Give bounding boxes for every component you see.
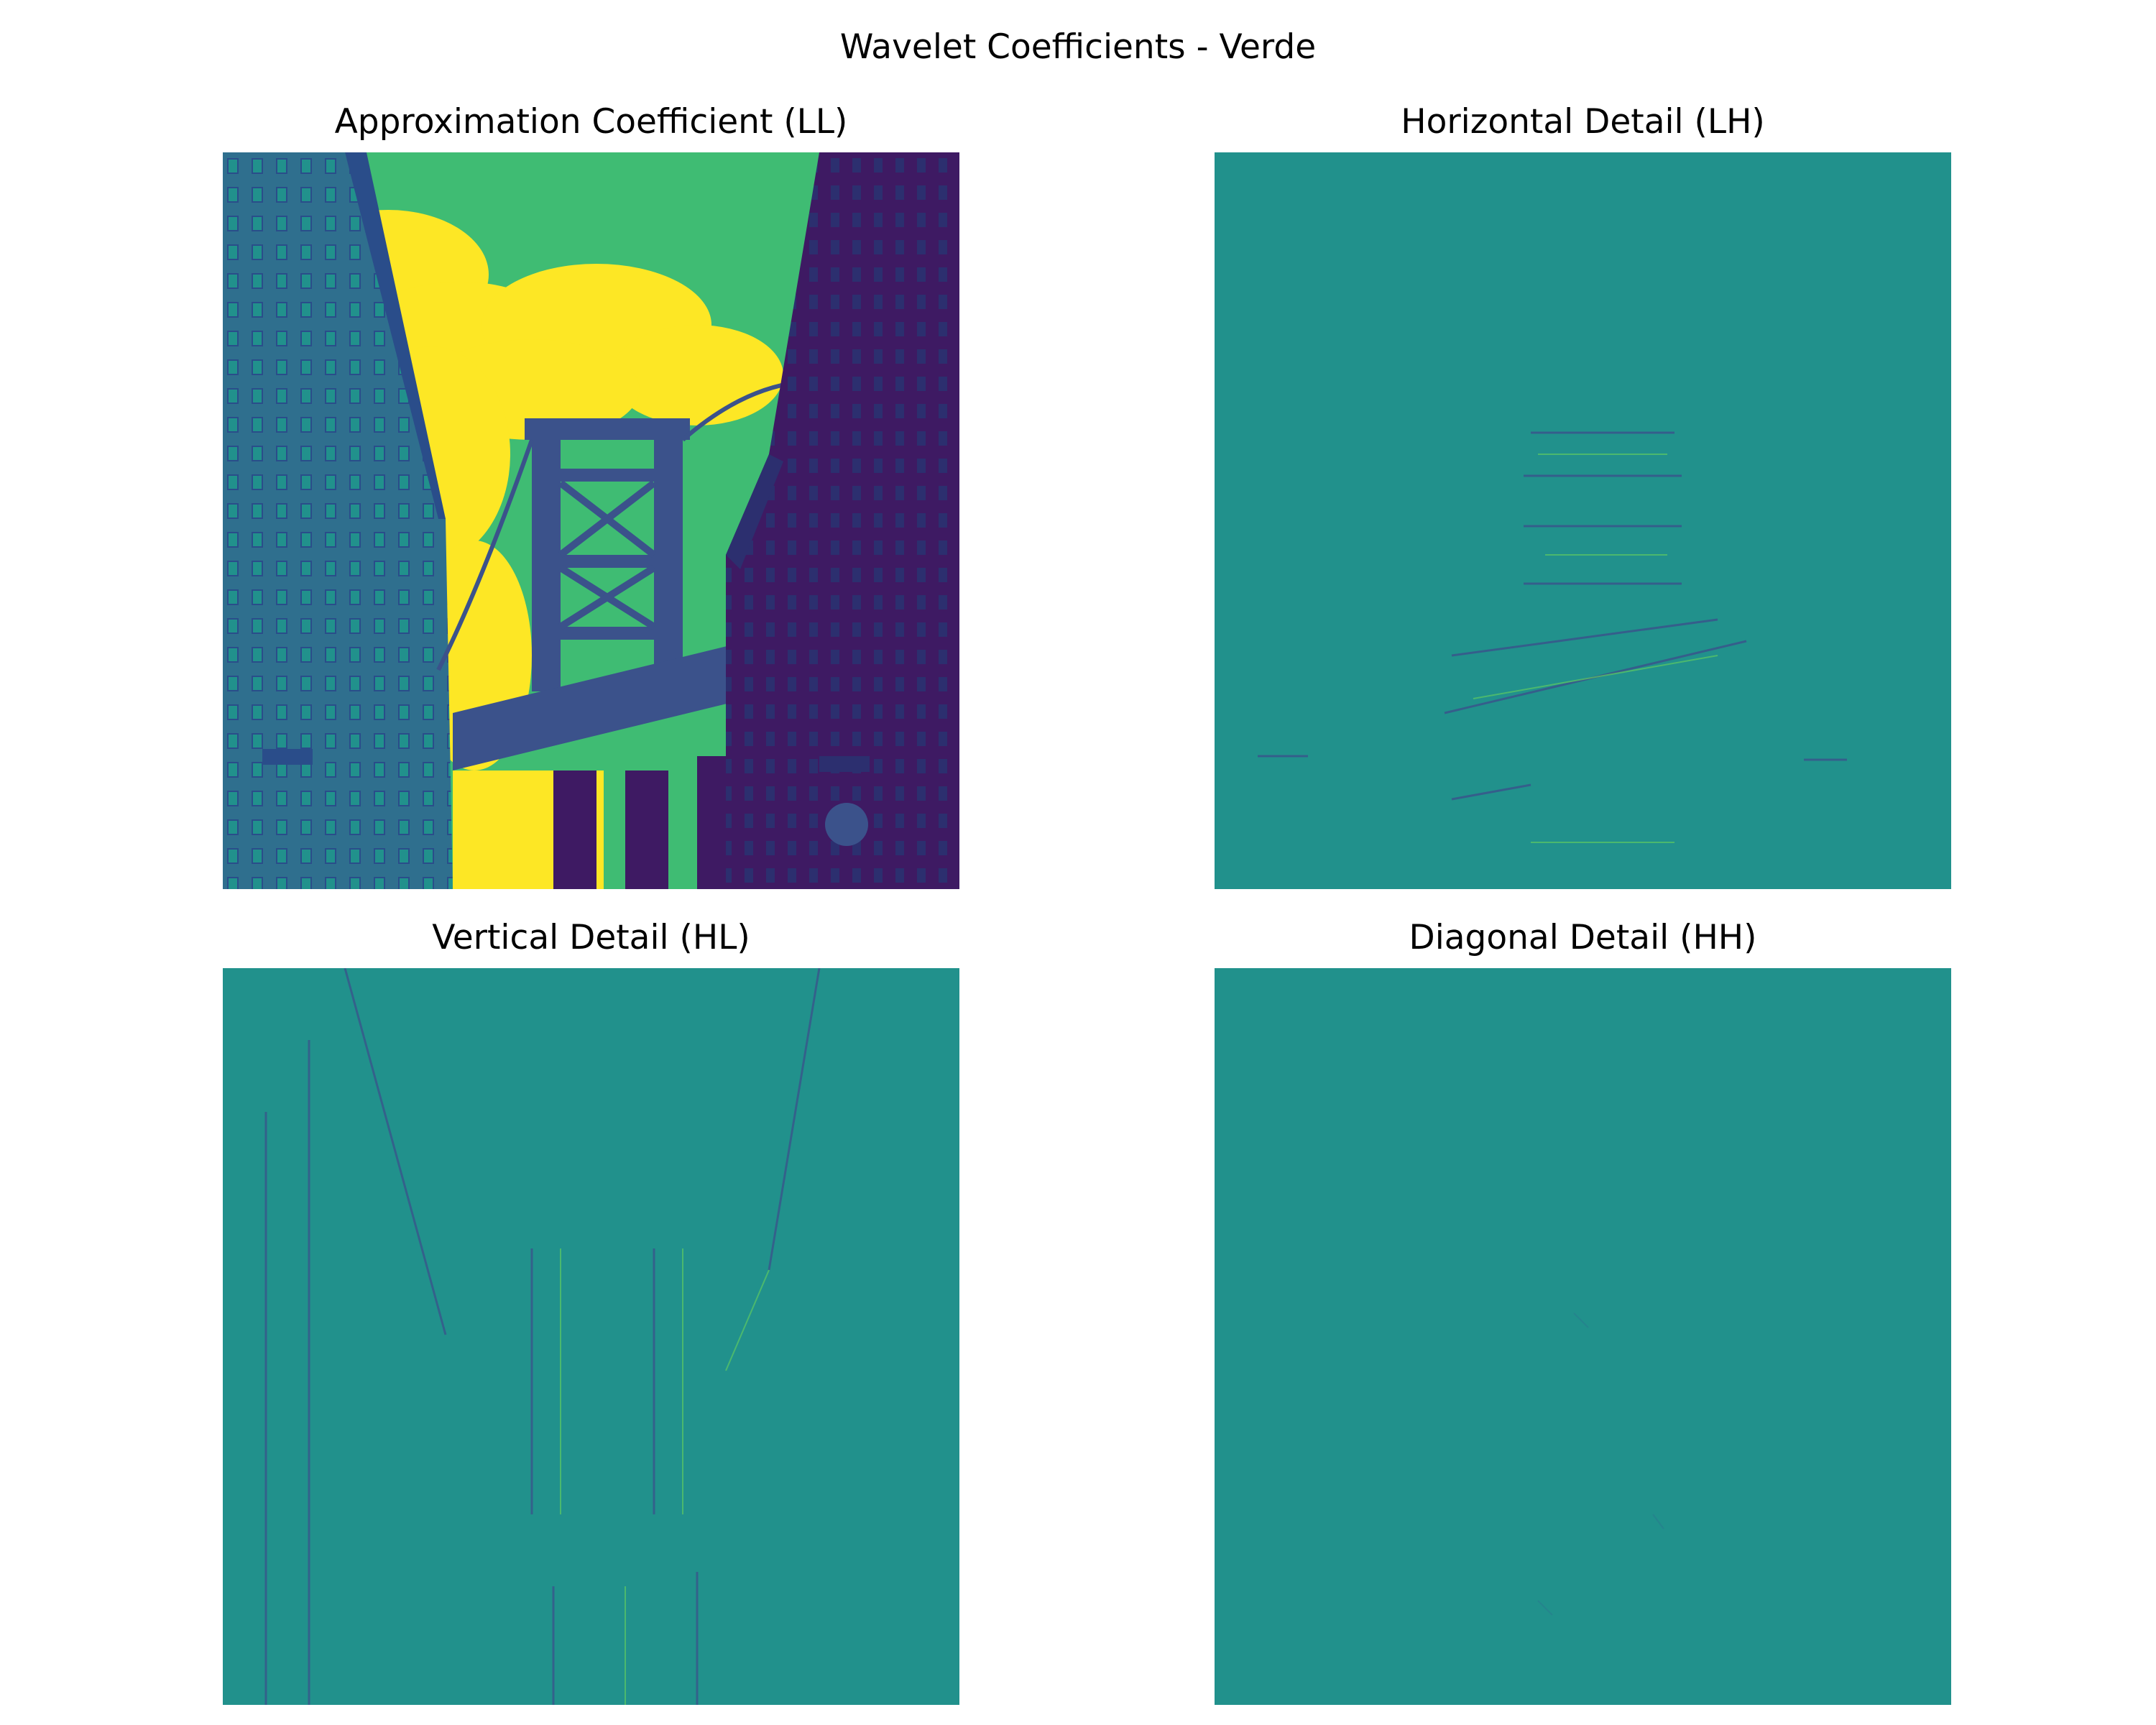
diagonal-detail-image	[1215, 968, 1951, 1705]
panel-title-ll: Approximation Coefficient (LL)	[334, 102, 848, 142]
panel-title-hl: Vertical Detail (HL)	[432, 918, 750, 957]
figure-title: Wavelet Coefficients - Verde	[839, 27, 1317, 67]
vertical-detail-image	[223, 968, 959, 1705]
horizontal-detail-image	[1215, 152, 1951, 889]
approximation-image	[223, 152, 959, 889]
panel-title-lh: Horizontal Detail (LH)	[1401, 102, 1765, 142]
panel-title-hh: Diagonal Detail (HH)	[1409, 918, 1757, 957]
